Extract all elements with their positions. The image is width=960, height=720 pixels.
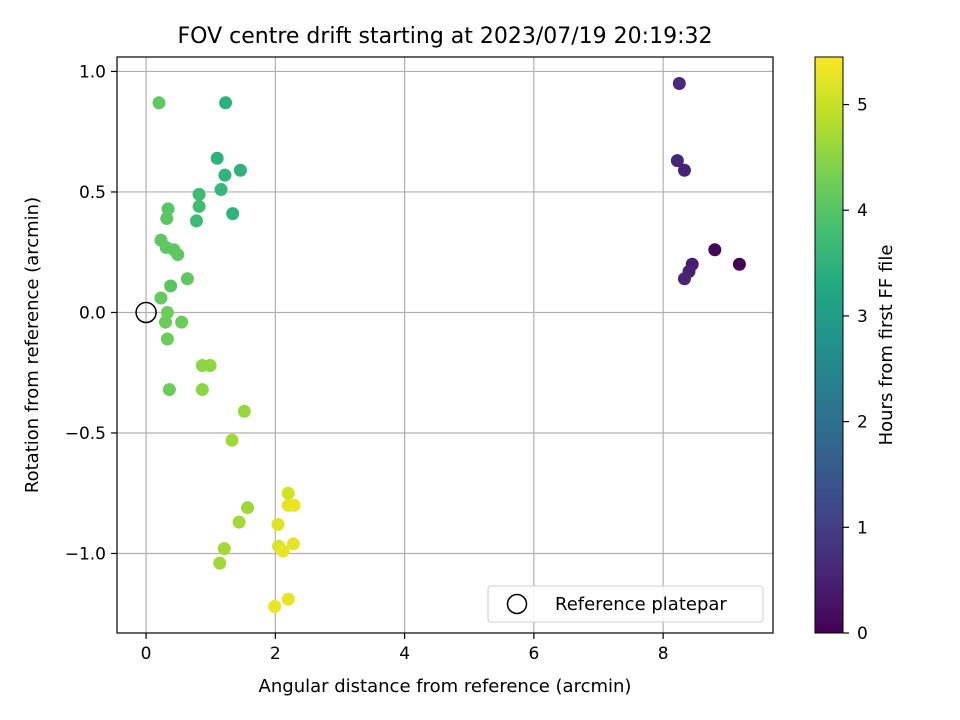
data-point xyxy=(214,183,228,197)
data-point xyxy=(213,556,227,570)
x-tick-label: 0 xyxy=(141,644,152,664)
data-point xyxy=(225,433,239,447)
legend-reference-marker xyxy=(506,593,528,615)
data-point xyxy=(152,96,166,110)
chart-title: FOV centre drift starting at 2023/07/19 … xyxy=(178,24,713,49)
data-point xyxy=(281,486,295,500)
data-point xyxy=(276,544,290,558)
axes-frame xyxy=(116,56,774,634)
data-point xyxy=(160,211,174,225)
legend-box xyxy=(487,585,764,623)
data-point xyxy=(708,243,722,257)
data-point xyxy=(210,151,224,165)
legend-label: Reference platepar xyxy=(555,594,727,615)
data-point xyxy=(677,272,691,286)
data-point xyxy=(677,163,691,177)
colorbar-tick-label: 3 xyxy=(857,307,868,327)
data-points xyxy=(152,77,746,613)
data-point xyxy=(203,358,217,372)
colorbar-label: Hours from first FF file xyxy=(876,245,897,446)
data-point xyxy=(175,315,189,329)
data-point xyxy=(217,542,231,556)
colorbar-tick-label: 4 xyxy=(857,201,868,221)
y-axis-label: Rotation from reference (arcmin) xyxy=(22,197,43,493)
colorbar-tick-label: 1 xyxy=(857,518,868,538)
data-point xyxy=(226,207,240,221)
data-point xyxy=(164,279,178,293)
data-point xyxy=(160,332,174,346)
y-tick-label: −1.0 xyxy=(65,544,106,564)
data-point xyxy=(241,501,255,515)
data-point xyxy=(154,291,168,305)
reference-marker-group xyxy=(135,301,157,324)
data-point xyxy=(670,154,684,168)
colorbar-gradient xyxy=(814,56,844,634)
x-axis-ticks: 0 2 4 6 8 xyxy=(141,633,669,664)
data-point xyxy=(271,518,285,532)
data-point xyxy=(281,592,295,606)
data-point xyxy=(233,163,247,177)
colorbar-tick-label: 0 xyxy=(857,624,868,644)
y-tick-label: −0.5 xyxy=(65,424,106,444)
data-point xyxy=(158,315,172,329)
y-tick-label: 0.0 xyxy=(79,303,106,323)
y-tick-label: 0.5 xyxy=(79,183,106,203)
x-axis-label: Angular distance from reference (arcmin) xyxy=(259,676,632,697)
data-point xyxy=(732,257,746,271)
colorbar-ticks: 0 1 2 3 4 5 xyxy=(843,96,868,644)
data-point xyxy=(195,383,209,397)
colorbar-tick-label: 2 xyxy=(857,413,868,433)
data-point xyxy=(232,515,246,529)
data-point xyxy=(171,248,185,262)
data-point xyxy=(237,404,251,418)
y-axis-ticks: 1.0 0.5 0.0 −0.5 −1.0 xyxy=(65,62,117,564)
data-point xyxy=(192,199,206,213)
data-point xyxy=(180,272,194,286)
x-tick-label: 6 xyxy=(528,644,539,664)
data-point xyxy=(268,599,282,613)
data-point xyxy=(672,77,686,91)
data-point xyxy=(162,383,176,397)
data-point xyxy=(286,537,300,551)
data-point xyxy=(192,187,206,201)
data-point xyxy=(161,202,175,216)
legend: Reference platepar xyxy=(487,585,764,623)
y-tick-label: 1.0 xyxy=(79,62,106,82)
grid-lines xyxy=(117,57,773,633)
data-point xyxy=(287,498,301,512)
x-tick-label: 2 xyxy=(270,644,281,664)
x-tick-label: 4 xyxy=(399,644,410,664)
x-tick-label: 8 xyxy=(658,644,669,664)
data-point xyxy=(219,96,233,110)
colorbar: 0 1 2 3 4 5 Hours from first FF file xyxy=(814,56,897,644)
colorbar-tick-label: 5 xyxy=(857,96,868,116)
data-point xyxy=(218,168,232,182)
data-point xyxy=(160,305,174,319)
data-point xyxy=(189,214,203,228)
reference-platepar-marker xyxy=(135,301,157,324)
